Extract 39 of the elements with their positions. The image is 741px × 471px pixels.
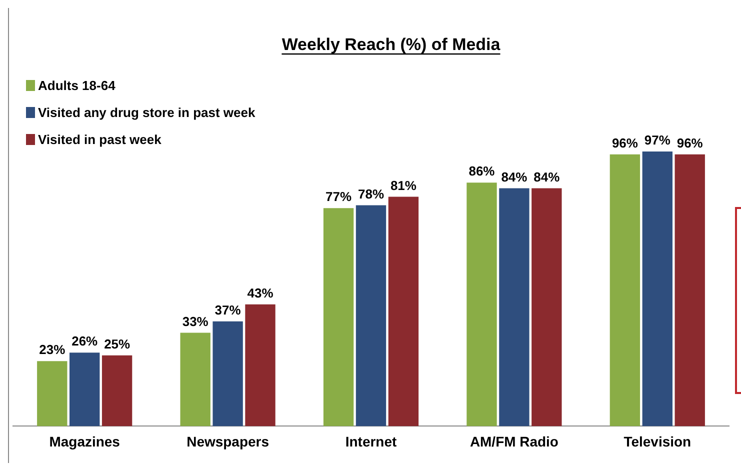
bar — [499, 188, 530, 426]
chart-title: Weekly Reach (%) of Media — [282, 34, 501, 54]
data-label: 97% — [644, 132, 671, 148]
bar — [212, 321, 243, 426]
bar — [388, 196, 419, 426]
x-tick-label: Newspapers — [186, 433, 270, 450]
data-label: 84% — [501, 169, 528, 184]
data-label: 77% — [326, 189, 352, 204]
bar — [356, 205, 386, 426]
data-label: 37% — [214, 302, 242, 318]
bar — [37, 361, 68, 426]
x-tick-label: Internet — [345, 433, 397, 450]
x-tick-label: Magazines — [49, 433, 120, 450]
data-label: 23% — [39, 342, 66, 358]
bar — [70, 352, 100, 426]
legend-label: Adults 18-64 — [38, 78, 116, 93]
bar — [532, 188, 562, 426]
data-label: 33% — [182, 314, 209, 329]
bar — [102, 355, 132, 426]
data-label: 78% — [358, 186, 384, 202]
data-label: 86% — [468, 164, 496, 179]
data-label: 96% — [676, 135, 704, 150]
bar — [642, 151, 672, 426]
bar — [323, 208, 354, 426]
data-label: 81% — [390, 178, 417, 193]
data-label: 43% — [247, 285, 274, 301]
x-tick-label: Television — [624, 433, 692, 450]
bar — [466, 182, 497, 426]
data-label: 96% — [612, 135, 638, 150]
bar — [245, 304, 276, 426]
bar — [610, 154, 640, 426]
data-label: 84% — [534, 169, 560, 184]
x-tick-label: AM/FM Radio — [470, 433, 558, 450]
bar — [674, 154, 705, 426]
data-label: 25% — [104, 336, 130, 352]
bar — [180, 332, 210, 426]
legend-label: Visited in past week — [38, 132, 162, 147]
data-label: 26% — [72, 334, 98, 349]
legend-label: Visited any drug store in past week — [38, 105, 256, 120]
